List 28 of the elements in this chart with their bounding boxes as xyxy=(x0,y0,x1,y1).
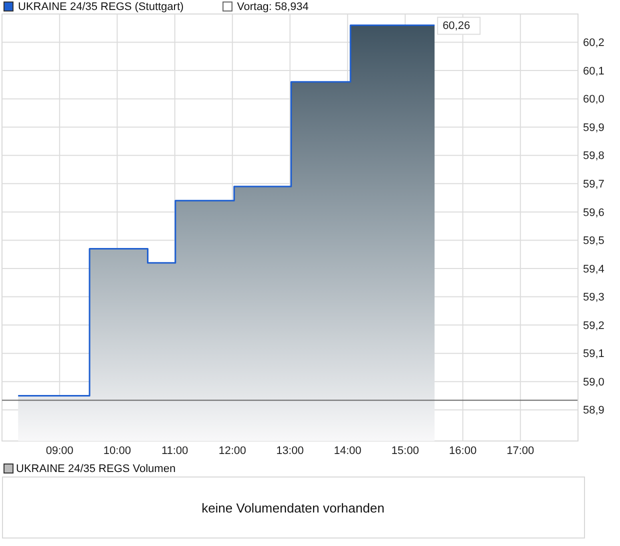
x-tick-label: 10:00 xyxy=(103,445,131,457)
x-tick-label: 09:00 xyxy=(46,445,74,457)
x-tick-label: 11:00 xyxy=(161,445,188,457)
legend-label: UKRAINE 24/35 REGS (Stuttgart) xyxy=(18,1,184,13)
x-tick-label: 15:00 xyxy=(391,445,419,457)
x-tick-label: 14:00 xyxy=(334,445,362,457)
x-tick-label: 12:00 xyxy=(218,445,246,457)
y-tick-label: 60,1 xyxy=(583,65,604,78)
y-tick-label: 59,7 xyxy=(583,178,604,191)
y-tick-label: 59,1 xyxy=(583,348,604,360)
text: keine Volumendaten vorhanden xyxy=(202,500,384,516)
y-tick-label: 59,5 xyxy=(583,235,604,248)
y-tick-label: 59,8 xyxy=(583,150,604,162)
annotation: 60,26 xyxy=(442,20,470,32)
legend-label: Vortag: 58,934 xyxy=(237,1,309,13)
y-tick-label: 60,0 xyxy=(583,94,604,106)
y-tick-label: 59,6 xyxy=(583,206,604,219)
y-tick-label: 59,0 xyxy=(583,376,604,388)
y-tick-label: 60,2 xyxy=(583,37,604,50)
x-tick-label: 17:00 xyxy=(506,445,534,457)
y-tick-label: 59,9 xyxy=(583,122,604,134)
y-tick-label: 58,9 xyxy=(583,404,604,417)
text: UKRAINE 24/35 REGS Volumen xyxy=(16,463,176,475)
y-tick-label: 59,3 xyxy=(583,292,604,304)
y-tick-label: 59,4 xyxy=(583,263,604,276)
y-tick-label: 59,2 xyxy=(583,320,604,332)
x-tick-label: 13:00 xyxy=(276,445,304,457)
x-tick-label: 16:00 xyxy=(449,445,477,457)
